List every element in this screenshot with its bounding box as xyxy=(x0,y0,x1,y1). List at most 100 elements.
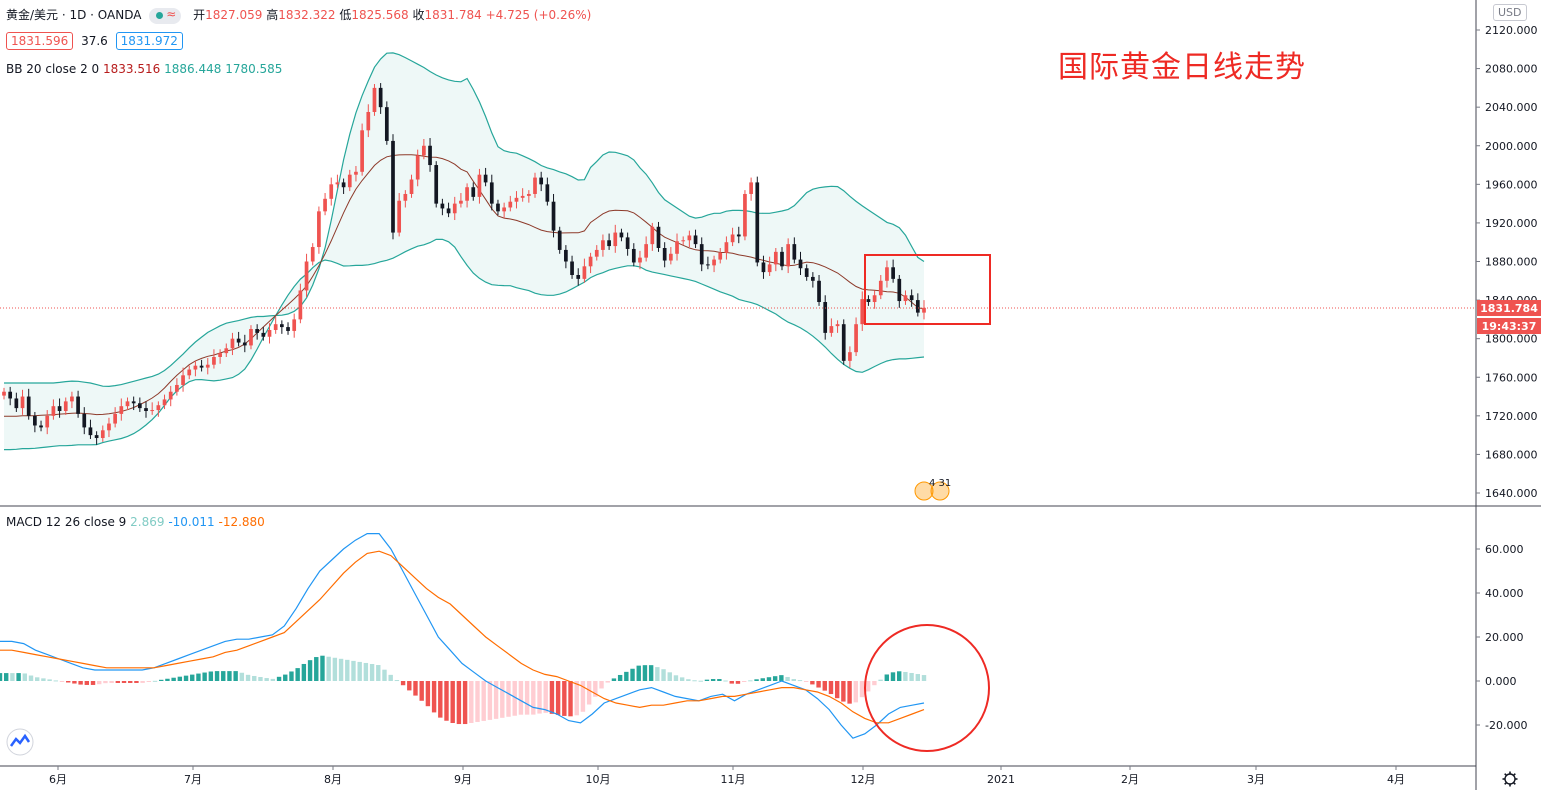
macd-hist-bar xyxy=(388,674,393,681)
macd-hist-bar xyxy=(10,673,15,681)
candle-body xyxy=(489,182,494,204)
candle xyxy=(631,243,636,267)
candle-body xyxy=(718,252,723,260)
macd-hist-bar xyxy=(438,681,443,718)
buy-price-button[interactable]: 1831.972 xyxy=(115,32,183,50)
macd-hist-bar xyxy=(22,673,28,681)
macd-hist-bar xyxy=(121,681,127,683)
macd-hist-bar xyxy=(481,681,486,721)
candle-body xyxy=(471,187,476,197)
candle xyxy=(644,236,648,262)
currency-badge[interactable]: USD xyxy=(1493,4,1527,21)
candle-body xyxy=(107,423,111,431)
candle-body xyxy=(397,200,402,233)
candle-body xyxy=(638,257,642,263)
sell-price-button[interactable]: 1831.596 xyxy=(6,32,74,50)
candle xyxy=(471,182,476,201)
candle-body xyxy=(378,87,383,108)
macd-hist-bar xyxy=(382,669,387,681)
candle-body xyxy=(137,403,142,409)
macd-hist-bar xyxy=(679,677,685,681)
macd-hist-bar xyxy=(729,681,734,684)
macd-hist-bar xyxy=(717,679,722,681)
candle-body xyxy=(218,353,222,357)
macd-hist-bar xyxy=(543,681,548,713)
candle xyxy=(193,360,198,377)
candle-body xyxy=(224,348,229,354)
candle xyxy=(286,322,290,335)
candle-body xyxy=(434,165,439,204)
candle-body xyxy=(922,307,926,313)
macd-hist-bar xyxy=(841,681,846,702)
macd-hist-bar xyxy=(766,677,772,681)
last-price-tag xyxy=(1477,300,1541,317)
price-tick-label: 1960.000 xyxy=(1485,178,1538,191)
candle-body xyxy=(533,177,537,194)
candle-body xyxy=(693,235,698,245)
macd-hist-bar xyxy=(667,672,672,681)
gear-tooth xyxy=(1512,773,1516,777)
candle xyxy=(706,256,710,270)
candle-body xyxy=(582,266,587,279)
candle-body xyxy=(76,396,80,414)
macd-hist-bar xyxy=(791,679,796,681)
candle-body xyxy=(570,261,574,276)
macd-hist-bar xyxy=(772,676,778,681)
candle-body xyxy=(811,276,815,281)
candle-body xyxy=(594,249,599,257)
candle xyxy=(360,123,364,176)
candle-body xyxy=(391,140,395,233)
macd-hist-bar xyxy=(741,681,747,682)
macd-hist-bar xyxy=(320,655,325,681)
macd-hist-bar xyxy=(710,679,716,681)
candle-body xyxy=(465,187,469,201)
event-flag-icon xyxy=(914,481,934,501)
candle xyxy=(767,256,772,276)
candle xyxy=(168,385,173,407)
candle xyxy=(866,295,871,306)
candle-body xyxy=(891,267,895,279)
macd-hist-bar xyxy=(531,681,536,715)
candle-body xyxy=(804,268,809,277)
visibility-toggle[interactable]: ≈ xyxy=(149,7,182,24)
candle-body xyxy=(255,329,260,333)
annotation-title: 国际黄金日线走势 xyxy=(1058,50,1306,85)
candle-body xyxy=(613,232,618,247)
macd-hist-bar xyxy=(431,681,437,713)
candle-body xyxy=(94,435,99,439)
candle xyxy=(310,243,315,266)
candle-body xyxy=(335,182,340,185)
candle-body xyxy=(249,329,253,346)
bb-legend[interactable]: BB 20 close 2 0 1833.516 1886.448 1780.5… xyxy=(6,62,283,76)
candle-body xyxy=(428,145,432,166)
macd-hist-bar xyxy=(345,659,350,681)
bollinger-band-fill xyxy=(4,52,924,450)
macd-hist-bar xyxy=(407,681,412,691)
candle xyxy=(878,275,883,300)
candle xyxy=(347,169,352,192)
symbol-label[interactable]: 黄金/美元 · 1D · OANDA xyxy=(6,8,142,22)
macd-hist-bar xyxy=(828,681,834,695)
highlight-rectangle xyxy=(864,254,991,325)
candle xyxy=(57,398,62,418)
candle-body xyxy=(286,327,290,331)
candle xyxy=(829,318,834,337)
price-tick-label: 1920.000 xyxy=(1485,217,1538,230)
macd-legend[interactable]: MACD 12 26 close 9 2.869 -10.011 -12.880 xyxy=(6,515,265,529)
macd-hist-bar xyxy=(803,681,809,682)
gear-tooth xyxy=(1504,781,1508,785)
candle xyxy=(2,387,6,400)
time-tick-label: 12月 xyxy=(851,773,876,786)
macd-hist-bar xyxy=(165,678,170,681)
macd-tick-label: 40.000 xyxy=(1485,587,1524,600)
candle xyxy=(218,349,222,364)
macd-hist-bar xyxy=(865,681,871,692)
macd-hist-bar xyxy=(642,665,648,681)
macd-hist-bar xyxy=(692,680,697,682)
candle xyxy=(693,229,698,248)
candle xyxy=(329,177,334,206)
candle-body xyxy=(668,253,673,261)
candle xyxy=(249,325,253,350)
candle xyxy=(526,190,531,203)
